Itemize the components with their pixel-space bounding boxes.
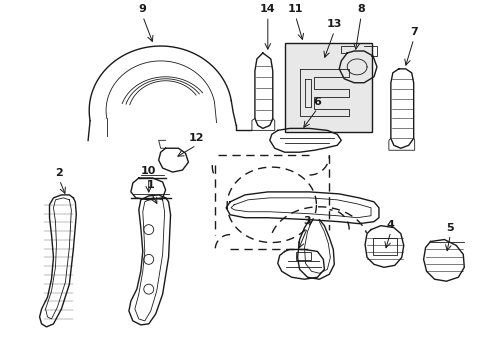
Text: 11: 11 xyxy=(287,4,303,14)
Text: 3: 3 xyxy=(303,216,311,226)
Text: 9: 9 xyxy=(139,4,146,14)
Bar xyxy=(284,43,371,132)
Text: 1: 1 xyxy=(146,180,154,190)
Text: 5: 5 xyxy=(446,222,453,233)
Text: 14: 14 xyxy=(260,4,275,14)
Bar xyxy=(372,238,396,255)
Text: 13: 13 xyxy=(326,19,341,29)
Bar xyxy=(295,252,311,260)
Text: 12: 12 xyxy=(188,133,203,143)
Text: 7: 7 xyxy=(409,27,417,37)
Text: 8: 8 xyxy=(357,4,364,14)
Text: 10: 10 xyxy=(141,166,156,176)
Text: 4: 4 xyxy=(386,220,394,230)
Text: 6: 6 xyxy=(313,96,321,107)
Text: 2: 2 xyxy=(56,168,63,178)
